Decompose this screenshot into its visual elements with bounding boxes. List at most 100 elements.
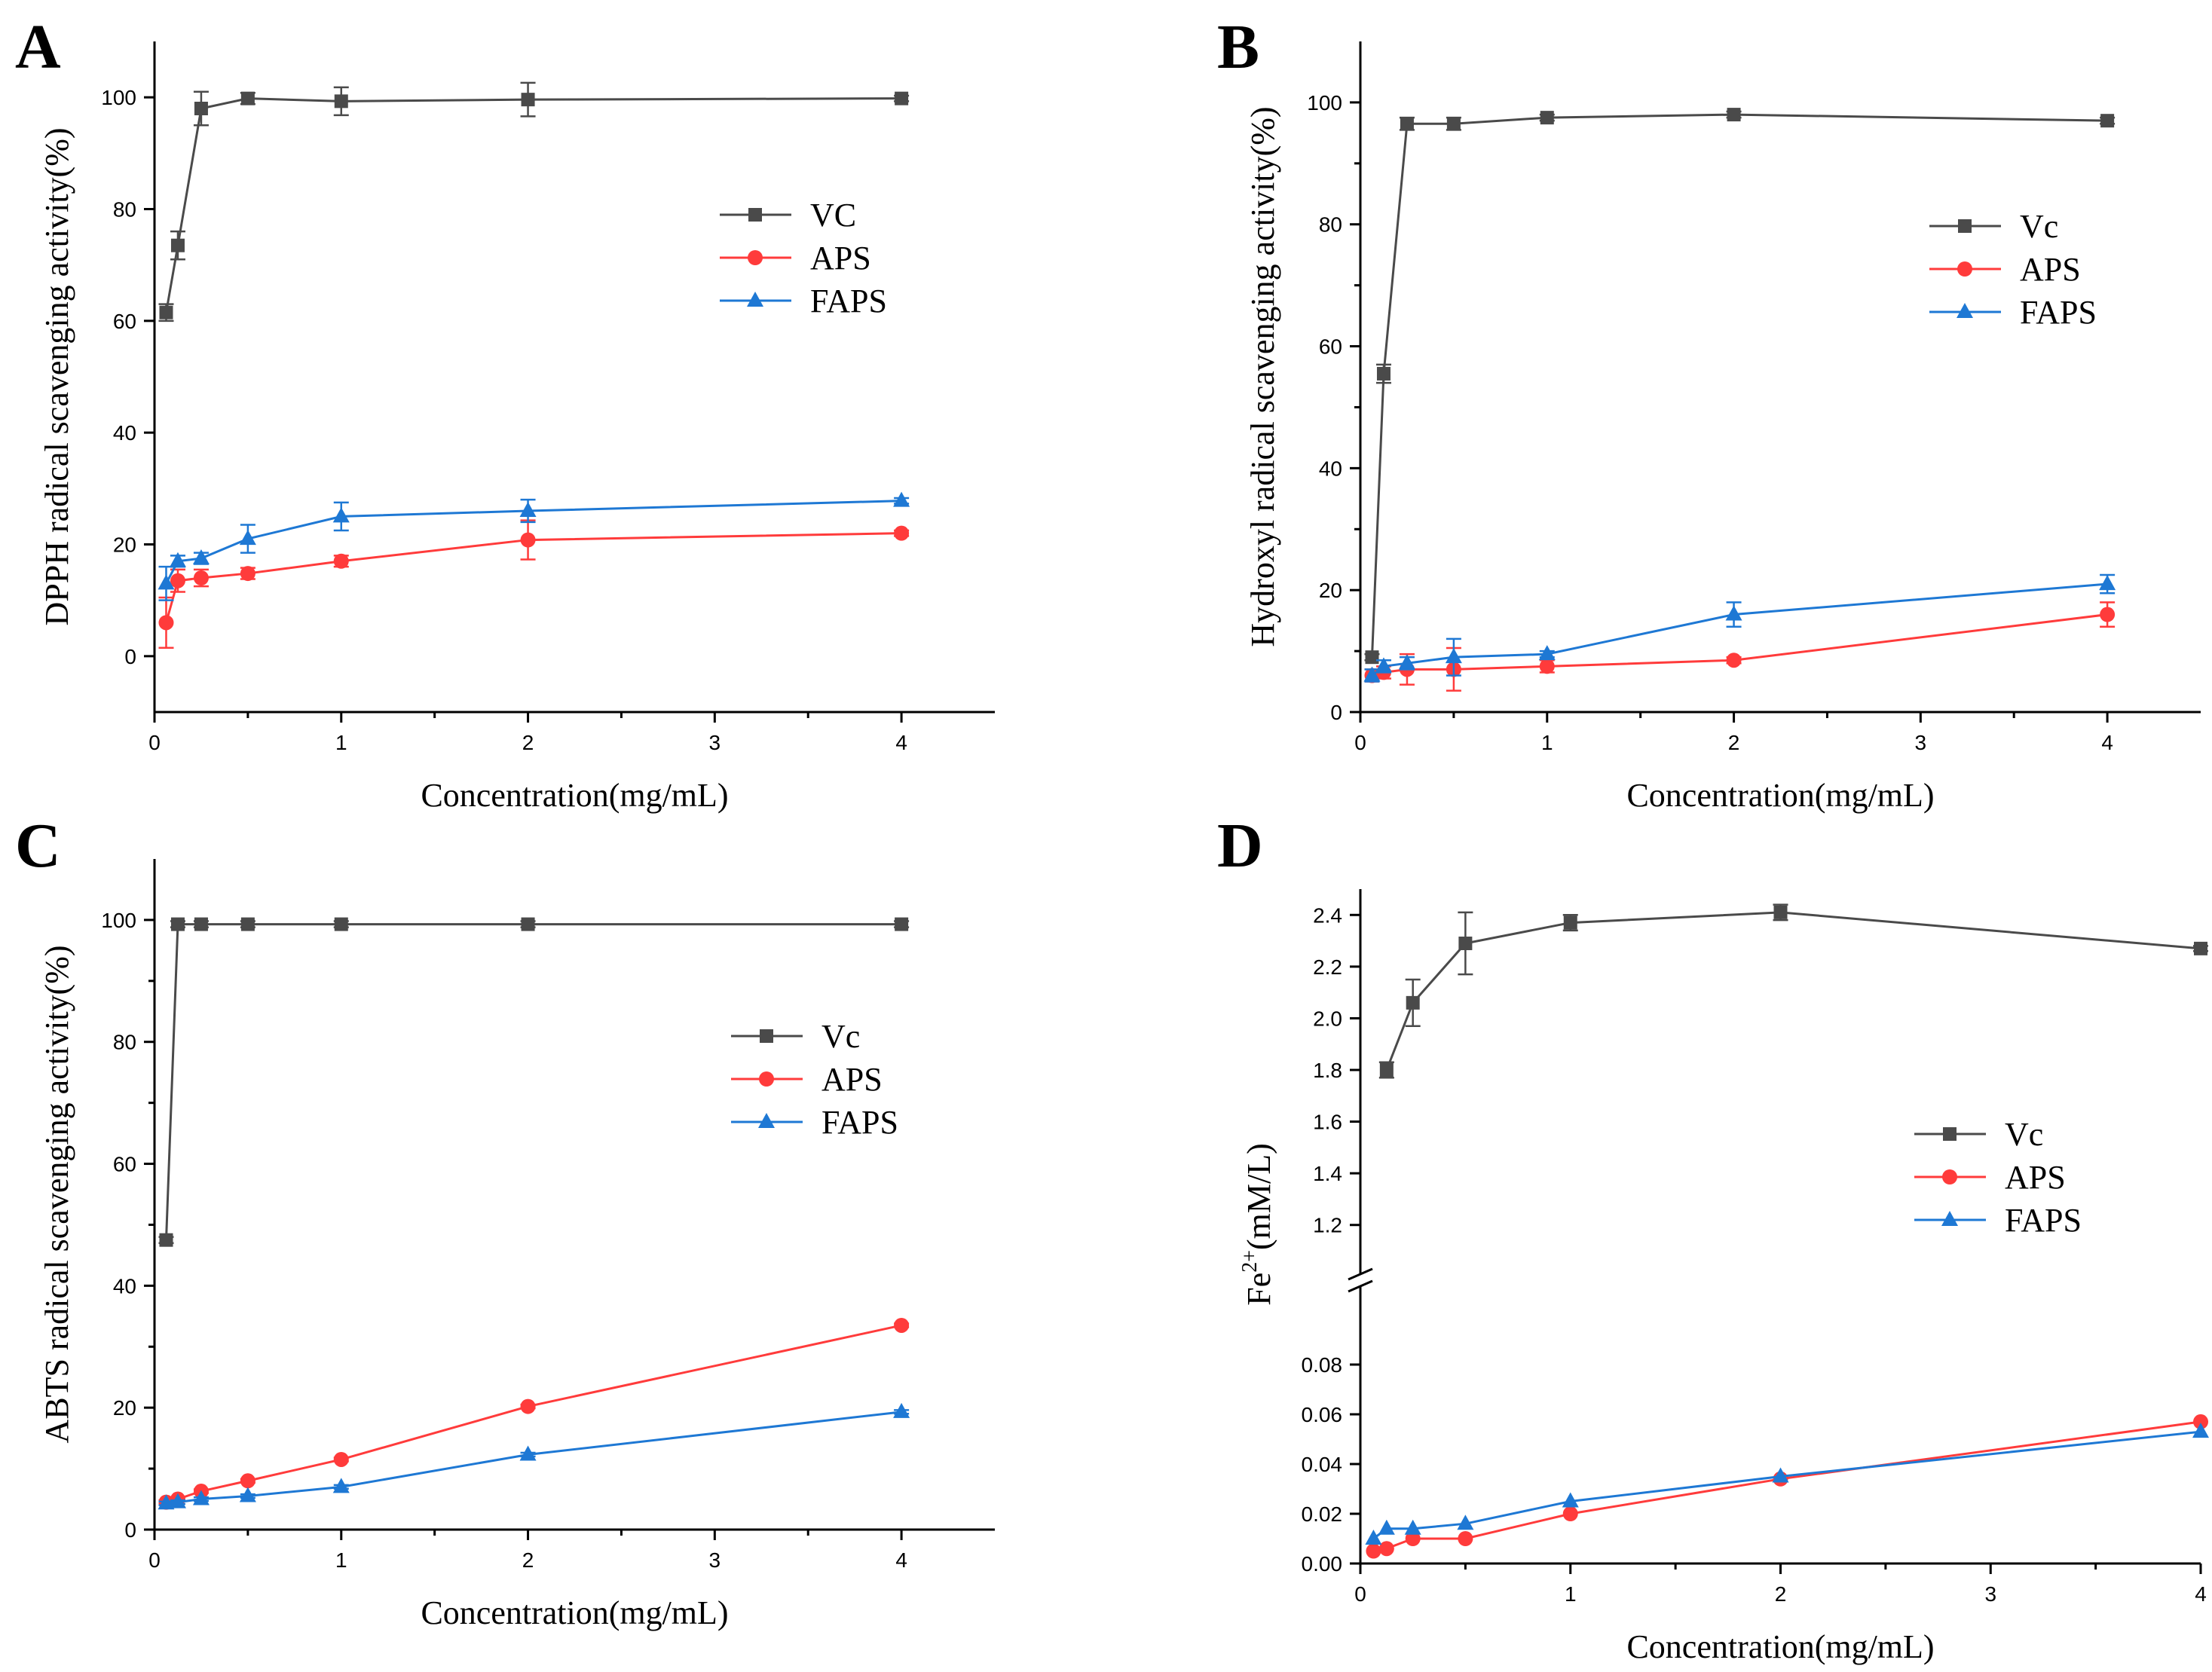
y-label-base: Fe xyxy=(1241,1273,1277,1306)
data-point xyxy=(192,1490,210,1505)
data-point xyxy=(2099,575,2116,591)
series-aps xyxy=(1364,601,2116,692)
data-point xyxy=(1379,1063,1394,1077)
axis-break-mark xyxy=(1348,1267,1373,1281)
data-point xyxy=(1538,645,1556,661)
x-tick-label: 1 xyxy=(335,1548,347,1572)
data-point xyxy=(1457,1515,1474,1530)
x-tick-label: 3 xyxy=(1915,731,1927,754)
x-tick-label: 0 xyxy=(1354,1582,1366,1606)
x-tick-label: 0 xyxy=(148,1548,161,1572)
data-point xyxy=(332,507,350,523)
data-point xyxy=(2192,1423,2209,1438)
data-point xyxy=(1726,653,1742,668)
data-point xyxy=(332,1478,350,1493)
data-point xyxy=(521,917,535,931)
series-faps xyxy=(158,491,910,601)
y-tick-label: 0.06 xyxy=(1302,1403,1343,1426)
legend-label: FAPS xyxy=(810,283,887,319)
y-tick-label: 60 xyxy=(113,1153,136,1176)
panel-c: C0 1 2 3 4020406080100Concentration(mg/mL)AB… xyxy=(15,811,995,1631)
y-axis-label: ABTS radical scavenging activity(%) xyxy=(38,945,75,1443)
legend-label: FAPS xyxy=(821,1104,898,1141)
y-tick-label: 40 xyxy=(113,421,136,445)
series-line xyxy=(164,923,902,1240)
y-tick-label: 2.2 xyxy=(1313,955,1342,979)
data-point xyxy=(1725,605,1742,621)
y-tick-label: 1.2 xyxy=(1313,1214,1342,1237)
legend-label: Vc xyxy=(821,1018,860,1055)
y-tick-label: 80 xyxy=(113,198,136,222)
x-axis-label: Concentration(mg/mL) xyxy=(421,777,728,814)
y-tick-label: 0.00 xyxy=(1302,1552,1343,1576)
data-point xyxy=(1375,657,1392,673)
panel-letter: C xyxy=(15,811,61,881)
data-point xyxy=(894,1317,910,1333)
panel-b: B0 1 2 3 4020406080100Concentration(mg/mL)Hy… xyxy=(1217,12,2201,814)
x-tick-label: 0 xyxy=(1354,731,1366,754)
legend-marker xyxy=(760,1029,773,1043)
y-axis-label: Fe2+(mM/L) xyxy=(1238,1143,1277,1306)
data-point xyxy=(193,570,209,585)
x-tick-label: 3 xyxy=(709,1548,721,1572)
y-tick-label: 80 xyxy=(1319,213,1342,237)
panel-d: D 0 1 2 3 4 0.00 0.02 0.04 0.06 0.08 1.2 1.4 1.6 1.8 2.… xyxy=(1217,811,2209,1665)
data-point xyxy=(895,917,909,931)
data-point xyxy=(1398,654,1415,670)
x-tick-label: 2 xyxy=(522,1548,534,1572)
data-point xyxy=(1404,1519,1421,1535)
legend-marker xyxy=(1957,261,1972,277)
data-point xyxy=(333,1451,349,1467)
legend-marker xyxy=(1942,1169,1957,1184)
y-axis-label: Hydroxyl radical scavenging activity(%) xyxy=(1244,106,1281,646)
x-tick-label: 4 xyxy=(895,731,907,754)
data-point xyxy=(1363,666,1381,682)
data-point xyxy=(240,917,255,931)
series-line xyxy=(1370,113,2108,658)
x-tick-label: 2 xyxy=(522,731,534,754)
data-point xyxy=(893,491,910,507)
data-point xyxy=(1540,111,1554,125)
y-tick-label: 2.4 xyxy=(1313,903,1342,927)
legend-marker xyxy=(747,292,763,307)
legend: VC APS FAPS xyxy=(720,197,887,319)
data-point xyxy=(1458,1531,1473,1546)
data-point xyxy=(1405,1531,1421,1546)
panel-a: A0 1 2 3 4020406080100Concentration(mg/mL)DP… xyxy=(15,12,995,814)
series-line xyxy=(1372,613,2108,677)
y-tick-label: 40 xyxy=(113,1274,136,1298)
panel-letter: B xyxy=(1217,12,1259,82)
data-point xyxy=(239,1487,256,1502)
data-point xyxy=(159,305,173,319)
data-point xyxy=(1378,1519,1395,1535)
x-tick-label: 1 xyxy=(335,731,347,754)
data-point xyxy=(2100,607,2116,622)
data-point xyxy=(158,615,174,631)
legend-marker xyxy=(748,250,763,265)
data-point xyxy=(1445,648,1462,664)
y-axis-label: DPPH radical scavenging activity(%) xyxy=(38,127,75,625)
data-point xyxy=(170,573,185,588)
x-tick-label: 2 xyxy=(1728,731,1740,754)
x-tick-label: 4 xyxy=(2101,731,2113,754)
data-point xyxy=(240,566,255,582)
axis-break-mark xyxy=(1348,1279,1373,1293)
series-line xyxy=(1385,911,2201,1071)
series-vc xyxy=(1378,903,2208,1079)
data-point xyxy=(894,525,910,541)
series-aps xyxy=(158,1317,910,1510)
y-tick-label: 40 xyxy=(1319,457,1342,480)
panel-letter: D xyxy=(1217,811,1263,881)
series-line xyxy=(166,1324,902,1504)
data-point xyxy=(170,917,185,931)
data-point xyxy=(334,917,348,931)
legend-marker xyxy=(1943,1127,1957,1141)
y-tick-label: 80 xyxy=(113,1031,136,1054)
y-tick-label: 1.8 xyxy=(1313,1059,1342,1082)
legend-marker xyxy=(748,208,762,222)
x-axis-label: Concentration(mg/mL) xyxy=(1626,777,1934,814)
data-point xyxy=(1366,1543,1381,1559)
data-point xyxy=(1376,366,1391,381)
y-label-superscript: 2+ xyxy=(1238,1250,1262,1273)
data-point xyxy=(1539,659,1555,674)
